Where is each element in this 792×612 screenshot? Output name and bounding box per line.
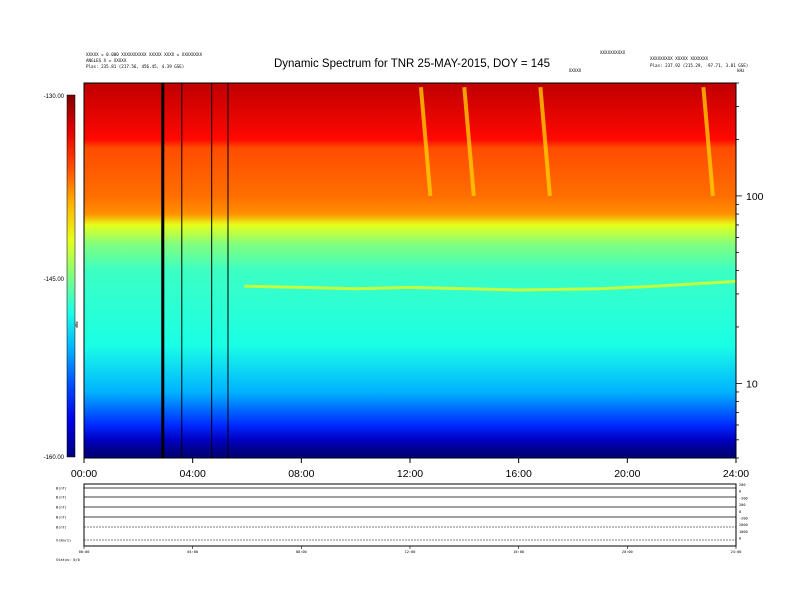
panel-x-label-1: 04:00 [187,550,198,554]
x-tick-label-5: 20:00 [614,468,640,480]
x-tick-label-1: 04:00 [180,468,206,480]
spectrogram [84,83,737,458]
panel-right-tick-0: 200 [739,483,746,487]
panel-frame [83,483,737,547]
parameter-panels: B(nT)B(nT)B(nT)B(nT)B(nT)V(km/s)2000-200… [56,483,748,554]
colorbar-tick-top: -130.00 [44,94,65,100]
header-right-line-2: XXXXXXXXX XXXXX XXXXXXX [650,56,708,61]
panel-right-tick-1: 0 [739,490,741,494]
y-unit-label: kHz [737,68,745,73]
panel-label-3: B(nT) [56,516,67,520]
y-axis: 10 100 [736,82,764,459]
panel-x-label-4: 16:00 [513,550,524,554]
colorbar-tick-bottom: -160.00 [44,455,65,461]
plasma-line [244,279,737,292]
x-tick-label-6: 24:00 [723,468,749,480]
chart-title: Dynamic Spectrum for TNR 25-MAY-2015, DO… [274,58,550,70]
colorbar-fill [67,95,75,457]
x-tick-label-2: 08:00 [288,468,314,480]
header-left-line-1: XXXXX = 0.000 XXXXXXXXXX XXXXX XXXX = XX… [86,52,202,57]
y-tick-label-1: 100 [746,191,764,203]
panel-right-tick-7: 1000 [739,530,748,534]
radio-burst-1 [462,87,476,197]
spectrum-background [84,83,736,458]
header-left-line-3: Plas: 235.81 (217.56, 456.45, 4.39 GSE) [86,64,184,69]
panel-label-4: B(nT) [56,526,67,530]
y-tick-label-0: 10 [746,378,758,390]
panel-label-2: B(nT) [56,506,67,510]
x-tick-label-4: 16:00 [506,468,532,480]
colorbar-frame [66,94,76,458]
x-axis: 00:00 04:00 08:00 12:00 16:00 20:00 24:00 [71,458,749,480]
header-right-line-3: Plas: 237.92 (215.29, -97.71, 3.81 GSE) [650,63,748,68]
panel-label-5: V(km/s) [56,539,71,543]
panel-right-tick-4: 0 [739,510,741,514]
panel-right-tick-6: 2000 [739,523,748,527]
header-right-line-1: XXXXXXXXXX [600,50,626,55]
radio-burst-2 [538,87,552,197]
colorbar-tick-mid: -145.00 [44,277,65,283]
status-text: Status: 0/0 [56,558,80,562]
panel-right-tick-8: 0 [739,537,741,541]
panel-right-tick-2: -200 [739,496,748,500]
radio-burst-3 [701,87,715,197]
panel-x-label-0: 00:00 [79,550,90,554]
panel-x-label-5: 20:00 [622,550,633,554]
panel-right-tick-5: -200 [739,517,748,521]
panel-right-tick-3: 200 [739,503,746,507]
panel-label-1: B(nT) [56,496,67,500]
colorbar [67,95,75,457]
colorbar-label: dBW [75,321,79,328]
radio-burst-0 [418,87,433,197]
x-tick-label-3: 12:00 [397,468,423,480]
panel-label-0: B(nT) [56,487,67,491]
x-tick-label-0: 00:00 [71,468,97,480]
panel-x-label-6: 24:00 [731,550,742,554]
panel-x-label-2: 08:00 [296,550,307,554]
header-left-line-2: ANGLES X = XXXXX [86,58,127,63]
panel-x-label-3: 12:00 [405,550,416,554]
header-center: XXXXX [569,68,582,73]
